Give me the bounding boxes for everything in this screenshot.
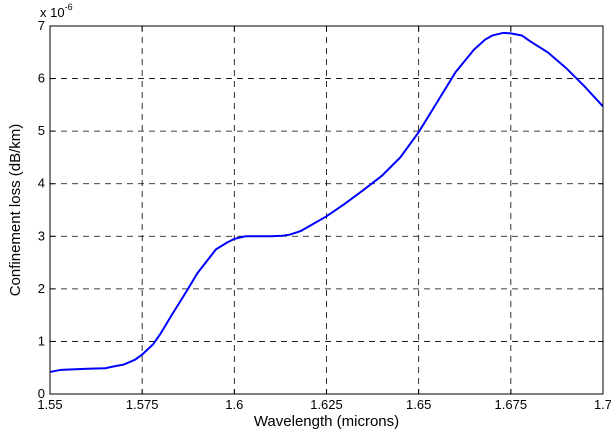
y-tick-label: 2 [38, 281, 45, 296]
tick-labels: 1.55 1.575 1.6 1.625 1.65 1.675 1.7 0 1 2 3 4 5 6 7 [37, 18, 611, 412]
y-tick-label: 1 [38, 333, 45, 348]
x-tick-label: 1.575 [126, 397, 159, 412]
y-axis-label: Confinement loss (dB/km) [7, 124, 24, 297]
y-tick-label: 0 [38, 386, 45, 401]
x-tick-label: 1.6 [225, 397, 243, 412]
x-axis-label: Wavelength (microns) [254, 413, 399, 430]
y-tick-label: 7 [38, 18, 45, 33]
ticks [49, 25, 604, 395]
series-line [49, 31, 604, 373]
x-tick-label: 1.55 [37, 397, 62, 412]
x-tick-label: 1.675 [495, 397, 528, 412]
x-tick-label: 1.65 [406, 397, 431, 412]
y-exponent-label: x 10-6 [40, 2, 73, 20]
y-tick-label: 6 [38, 71, 45, 86]
y-tick-label: 4 [38, 176, 45, 191]
y-tick-label: 5 [38, 123, 45, 138]
x-tick-label: 1.625 [310, 397, 343, 412]
y-tick-label: 3 [38, 228, 45, 243]
grid [50, 26, 603, 394]
series-layer [49, 31, 604, 373]
x-tick-label: 1.7 [594, 397, 611, 412]
